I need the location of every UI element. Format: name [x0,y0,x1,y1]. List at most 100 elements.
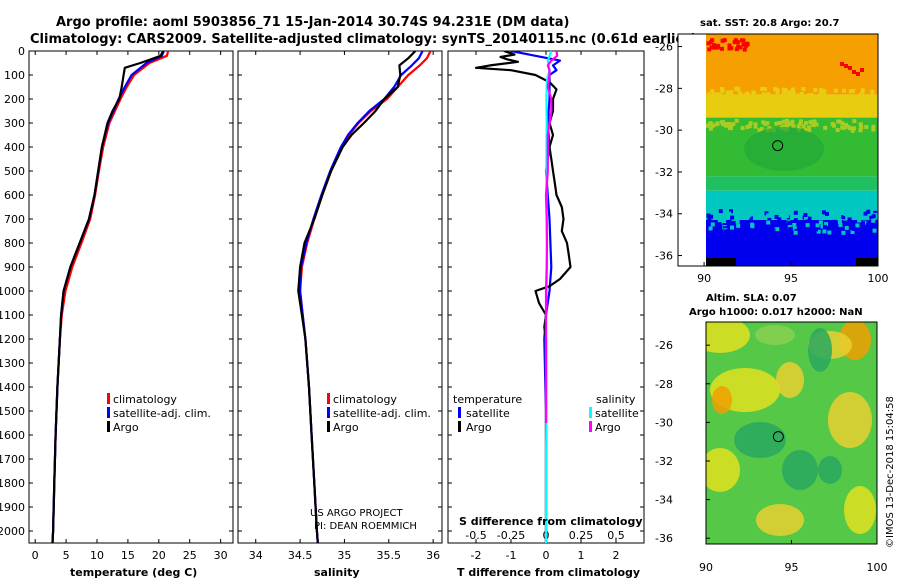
x-tick-label: 0 [543,549,550,562]
map-y-tick-label: -30 [655,416,673,429]
map-x-tick-label: 100 [867,561,888,574]
salinity-x-ticks: 34 34.5 35 35.5 36 [249,51,440,562]
sst-pixel [873,95,878,100]
sst-no-data [856,258,878,266]
temperature-legend: climatology satellite-adj. clim. Argo [107,393,211,434]
sst-pixel [754,94,759,99]
salinity-panel-frame [237,50,443,544]
sst-pixel [819,100,824,105]
sst-warm-pixel [744,43,749,48]
sla-anomaly-blob [706,448,740,492]
legend-swatch-satellite [107,407,110,418]
sst-warm-pixel [844,64,848,68]
sst-pixel [775,94,780,99]
series-line-climatology [51,51,170,543]
sst-warm-pixel [840,62,844,66]
sst-pixel [841,101,846,106]
sst-pixel [841,88,846,93]
sst-pixel [778,121,783,126]
land-mask [678,34,706,266]
sst-pixel [781,87,786,92]
sst-pixel [764,101,769,106]
sst-pixel [786,102,791,107]
sst-pixel [707,218,712,223]
imos-credit: ©IMOS 13-Dec-2018 15:04:58 [885,396,896,548]
sst-pixel [757,128,762,133]
sst-pixel [836,213,841,218]
sst-pixel [820,224,825,229]
sst-pixel [851,226,856,231]
sst-pixel [792,222,797,227]
sst-pixel [823,98,828,103]
sst-pixel [823,125,828,130]
sst-pixel [711,96,716,101]
sst-pixel [813,214,818,219]
sst-pixel [837,119,842,124]
temperature-lines [51,51,170,543]
map-y-tick-label: -26 [655,339,673,352]
temperature-x-ticks: 0 5 10 15 20 25 30 [32,51,228,562]
map-y-tick-label: -28 [655,378,673,391]
sla-map-title-line2: Argo h1000: 0.017 h2000: NaN [689,307,863,318]
sst-no-data [706,258,736,266]
sst-pixel [804,127,809,132]
sst-pixel [743,92,748,97]
sst-pixel [718,209,723,214]
sst-pixel [798,121,803,126]
sst-pixel [811,119,816,124]
x-tick-label: 35 [337,549,351,562]
sla-anomaly-blob [828,392,872,448]
sst-pixel [814,122,819,127]
sst-pixel [719,100,724,105]
sst-pixel [857,98,862,103]
sst-warm-pixel [738,45,743,50]
sst-pixel [815,223,820,228]
sst-pixel [866,223,871,228]
sst-pixel [822,224,827,229]
sst-pixel [788,227,793,232]
sst-pixel [792,226,797,231]
sst-pixel [838,222,843,227]
depth-tick-label: 1900 [0,501,25,514]
sst-pixel [791,124,796,129]
sst-pixel [818,220,823,225]
sst-pixel [803,213,808,218]
series-line-s-argo [544,51,559,423]
sst-pixel [837,219,842,224]
sst-pixel [870,91,875,96]
sst-pixel [790,95,795,100]
sst-pixel [870,89,875,94]
sst-field [678,34,878,266]
legend-label-s-satellite: satellite [595,407,639,420]
sst-pixel [777,217,782,222]
sla-map-ticks: 90 95 100 -26 -28 -30 -32 -34 -36 [655,339,887,574]
sla-anomaly-blob [734,422,786,458]
x-tick-label: -2 [471,549,482,562]
sst-pixel [836,211,841,216]
sst-warm-pixel [739,38,744,43]
difference-x-label: T difference from climatology [457,566,640,579]
sst-pixel [754,99,759,104]
sst-pixel [855,223,860,228]
sst-pixel [727,211,732,216]
sst-pixel [725,90,730,95]
sst-pixel [774,121,779,126]
legend-label-argo: Argo [333,421,359,434]
sst-map-title: sat. SST: 20.8 Argo: 20.7 [700,18,840,29]
sst-pixel [793,230,798,235]
sst-pixel [873,210,878,215]
sst-pixel [735,226,740,231]
sst-pixel [734,215,739,220]
s-diff-tick-label: -0.5 [465,529,486,542]
difference-legend: temperature salinity satellite Argo sate… [453,393,639,434]
sla-field [706,322,877,544]
sla-map-title-line1: Altim. SLA: 0.07 [706,293,797,304]
sst-pixel [835,99,840,104]
x-tick-label: 1 [578,549,585,562]
sst-pixel [858,93,863,98]
sst-pixel [841,215,846,220]
sst-pixel [789,90,794,95]
sla-anomaly-blob [712,386,732,414]
map-x-tick-label: 90 [697,272,711,285]
